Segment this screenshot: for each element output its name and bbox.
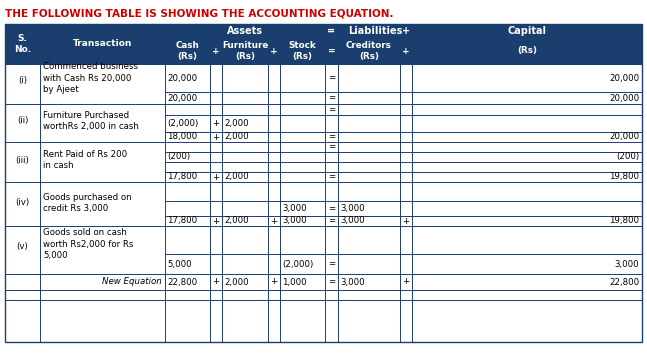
- Text: +: +: [402, 217, 410, 226]
- Text: 20,000: 20,000: [609, 74, 639, 83]
- Text: 2,000: 2,000: [224, 277, 248, 286]
- Text: 17,800: 17,800: [167, 217, 197, 226]
- Text: +: +: [270, 277, 278, 286]
- Text: =: =: [327, 47, 335, 55]
- Text: (v): (v): [17, 241, 28, 250]
- Text: =: =: [327, 26, 336, 36]
- Text: +: +: [402, 277, 410, 286]
- Text: +: +: [212, 173, 219, 182]
- Text: Goods purchased on
credit Rs 3,000: Goods purchased on credit Rs 3,000: [43, 193, 131, 213]
- Text: =: =: [328, 142, 335, 151]
- Text: =: =: [328, 217, 335, 226]
- Text: =: =: [328, 132, 335, 142]
- Bar: [5, 24, 642, 38]
- Text: (i): (i): [18, 75, 27, 84]
- Text: Stock
(Rs): Stock (Rs): [289, 41, 316, 61]
- Text: Commenced business
with Cash Rs 20,000
by Ajeet: Commenced business with Cash Rs 20,000 b…: [43, 62, 138, 94]
- Text: =: =: [328, 260, 335, 269]
- Text: Furniture Purchased
worthRs 2,000 in cash: Furniture Purchased worthRs 2,000 in cas…: [43, 111, 139, 131]
- Text: 3,000: 3,000: [340, 277, 365, 286]
- Text: 1,000: 1,000: [282, 277, 307, 286]
- Text: Rent Paid of Rs 200
in cash: Rent Paid of Rs 200 in cash: [43, 150, 127, 170]
- Bar: [5, 38, 642, 64]
- Text: Goods sold on cash
worth Rs2,000 for Rs
5,000: Goods sold on cash worth Rs2,000 for Rs …: [43, 228, 133, 260]
- Text: 18,000: 18,000: [167, 132, 197, 142]
- Text: Capital: Capital: [507, 26, 547, 36]
- Text: +: +: [212, 119, 219, 128]
- Text: 5,000: 5,000: [167, 260, 192, 269]
- Text: 3,000: 3,000: [340, 217, 365, 226]
- Text: Furniture
(Rs): Furniture (Rs): [222, 41, 268, 61]
- Text: S.
No.: S. No.: [14, 34, 31, 54]
- Text: 20,000: 20,000: [167, 94, 197, 103]
- Text: 2,000: 2,000: [224, 217, 248, 226]
- Text: Liabilities: Liabilities: [348, 26, 402, 36]
- Text: 22,800: 22,800: [609, 277, 639, 286]
- Text: Assets: Assets: [227, 26, 263, 36]
- Text: =: =: [328, 94, 335, 103]
- Text: 2,000: 2,000: [224, 132, 248, 142]
- Text: Transaction: Transaction: [73, 40, 132, 48]
- Text: 3,000: 3,000: [282, 204, 307, 213]
- Text: 20,000: 20,000: [167, 74, 197, 83]
- Text: =: =: [328, 173, 335, 182]
- Text: THE FOLLOWING TABLE IS SHOWING THE ACCOUNTING EQUATION.: THE FOLLOWING TABLE IS SHOWING THE ACCOU…: [5, 8, 393, 18]
- Text: (2,000): (2,000): [282, 260, 313, 269]
- Text: 2,000: 2,000: [224, 173, 248, 182]
- Text: +: +: [212, 132, 219, 142]
- Text: +: +: [212, 47, 220, 55]
- Bar: [5, 64, 642, 342]
- Text: 19,800: 19,800: [609, 217, 639, 226]
- Text: (200): (200): [167, 153, 190, 162]
- Text: =: =: [328, 204, 335, 213]
- Text: 20,000: 20,000: [609, 94, 639, 103]
- Text: Cash
(Rs): Cash (Rs): [175, 41, 199, 61]
- Text: +: +: [402, 26, 410, 36]
- Text: =: =: [328, 105, 335, 114]
- Text: New Equation: New Equation: [102, 277, 162, 286]
- Text: 22,800: 22,800: [167, 277, 197, 286]
- Text: =: =: [328, 277, 335, 286]
- Text: 2,000: 2,000: [224, 119, 248, 128]
- Text: 3,000: 3,000: [340, 204, 365, 213]
- Text: (iii): (iii): [16, 155, 29, 165]
- Text: +: +: [270, 217, 278, 226]
- Text: 20,000: 20,000: [609, 132, 639, 142]
- Text: +: +: [212, 217, 219, 226]
- Text: (Rs): (Rs): [517, 47, 537, 55]
- Text: =: =: [328, 74, 335, 83]
- Text: 17,800: 17,800: [167, 173, 197, 182]
- Text: +: +: [402, 47, 410, 55]
- Bar: [5, 24, 642, 342]
- Text: +: +: [270, 47, 278, 55]
- Text: (ii): (ii): [17, 116, 28, 126]
- Text: 3,000: 3,000: [282, 217, 307, 226]
- Text: +: +: [212, 277, 219, 286]
- Text: (2,000): (2,000): [167, 119, 198, 128]
- Text: 19,800: 19,800: [609, 173, 639, 182]
- Text: (iv): (iv): [16, 198, 30, 207]
- Text: (200): (200): [616, 153, 639, 162]
- Text: Creditors
(Rs): Creditors (Rs): [346, 41, 392, 61]
- Text: 3,000: 3,000: [615, 260, 639, 269]
